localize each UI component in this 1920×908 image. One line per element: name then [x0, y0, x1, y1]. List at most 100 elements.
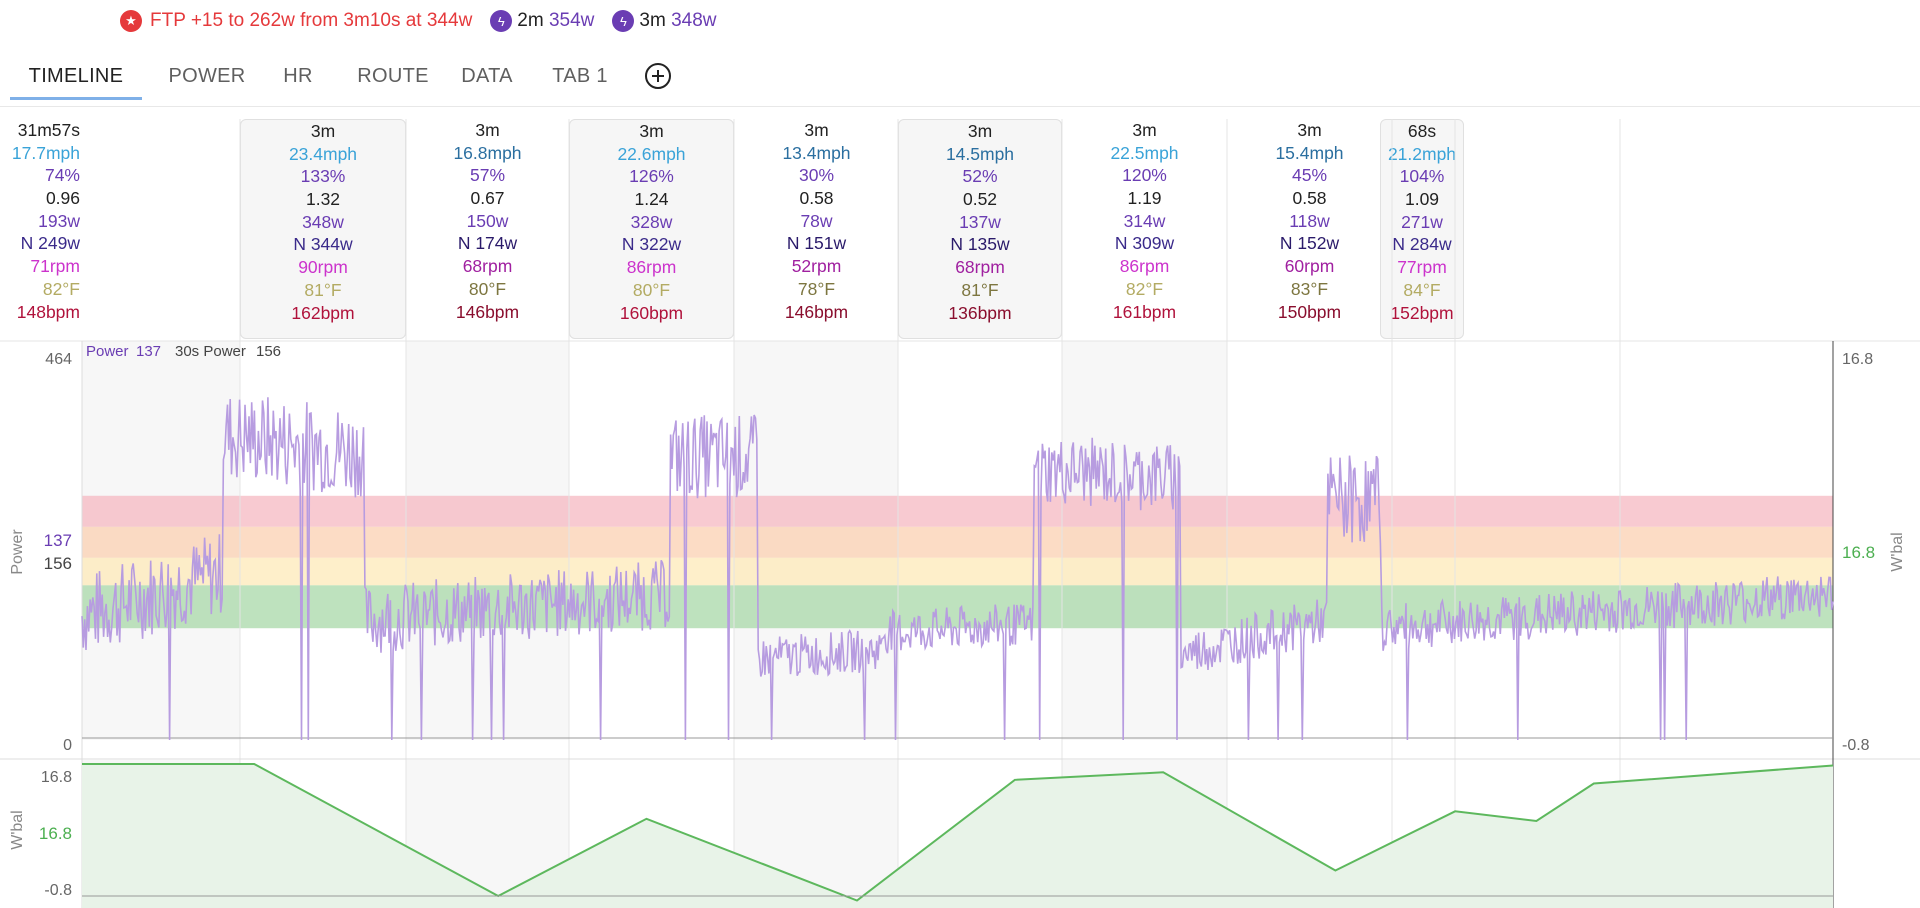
stat-if: 0.96	[45, 188, 80, 209]
tab-data[interactable]: DATA	[452, 52, 522, 100]
power-zone-band	[82, 495, 1833, 527]
stat-dur: 3m	[639, 121, 664, 141]
tab-hr[interactable]: HR	[266, 52, 330, 100]
stat-if: 0.58	[799, 188, 834, 209]
stat-pct: 120%	[1122, 165, 1167, 186]
wbal-line	[82, 763, 1834, 902]
tab-tab-1[interactable]: TAB 1	[530, 52, 630, 100]
stat-speed: 17.7mph	[11, 142, 80, 163]
power-best-badge-3m: ϟ 3m 348w	[612, 10, 717, 32]
stat-temp: 80°F	[468, 278, 507, 299]
interval-stats: 31m57s 17.7mph 74% 0.96 193w N 249w 71rpm 82°F 1…	[0, 119, 1920, 341]
stat-speed: 23.4mph	[288, 143, 358, 164]
legend-power-label: Power	[86, 343, 129, 360]
stat-avg: 118w	[1289, 210, 1330, 231]
interval-column[interactable]: 3m 15.4mph 45% 0.58 118w N 152w 60rpm 83°F 150bp…	[1227, 119, 1392, 339]
y-tick-bottom: 0	[63, 737, 72, 754]
tab-route[interactable]: ROUTE	[338, 52, 448, 100]
stat-dur: 3m	[1132, 120, 1157, 140]
y-right-tick-top: 16.8	[1842, 351, 1873, 368]
stat-pct: 52%	[962, 166, 998, 187]
stat-avg: 137w	[959, 211, 1001, 232]
star-icon: ★	[120, 10, 142, 32]
tab-power[interactable]: POWER	[152, 52, 262, 100]
add-tab-button[interactable]	[638, 52, 678, 100]
stat-np: N 344w	[293, 234, 353, 255]
stat-cad: 71rpm	[30, 256, 80, 277]
legend-power-value: 137	[136, 343, 161, 360]
interval-column[interactable]: 3m 16.8mph 57% 0.67 150w N 174w 68rpm 80°F 146bp…	[406, 119, 569, 339]
stat-cad: 86rpm	[626, 257, 677, 278]
stat-if: 1.19	[1127, 188, 1162, 209]
stat-pct: 45%	[1291, 165, 1328, 186]
legend-30s-value: 156	[256, 343, 281, 360]
y-marker-30s: 156	[44, 554, 72, 573]
power-zone-band	[82, 526, 1833, 558]
stat-hr: 150bpm	[1277, 301, 1342, 322]
stat-hr: 136bpm	[948, 302, 1012, 323]
interval-column[interactable]: 3m 22.5mph 120% 1.19 314w N 309w 86rpm 82°F 161b…	[1062, 119, 1227, 339]
stat-pct: 74%	[44, 165, 80, 186]
tab-label: TIMELINE	[28, 64, 124, 87]
stat-dur: 3m	[310, 121, 336, 141]
stat-speed: 22.5mph	[1110, 142, 1179, 163]
stat-if: 1.09	[1404, 189, 1440, 210]
stat-speed: 16.8mph	[453, 142, 522, 163]
interval-column[interactable]: 3m 22.6mph 126% 1.24 328w N 322w 86rpm 80°F 160b…	[569, 119, 734, 339]
stat-cad: 68rpm	[462, 256, 513, 277]
stat-avg: 314w	[1123, 210, 1166, 231]
pb-watts: 348w	[671, 10, 717, 31]
stat-speed: 22.6mph	[617, 143, 686, 164]
stat-np: N 309w	[1114, 233, 1175, 254]
y-axis-label-wbal-right: W'bal	[1889, 532, 1906, 572]
stat-hr: 160bpm	[619, 302, 684, 323]
y-axis-label-wbal: W'bal	[9, 810, 26, 850]
tab-timeline[interactable]: TIMELINE	[10, 52, 142, 100]
interval-column[interactable]: 68s 21.2mph 104% 1.09 271w N 284w 77rpm 84°F 152…	[1380, 119, 1464, 339]
stat-temp: 80°F	[632, 279, 671, 300]
stat-cad: 90rpm	[298, 257, 348, 278]
stat-temp: 82°F	[42, 278, 80, 299]
wbal-tick-top: 16.8	[41, 769, 72, 786]
stat-np: N 249w	[20, 233, 80, 254]
stat-pct: 30%	[798, 165, 835, 186]
power-series-line	[81, 397, 1834, 741]
stat-np: N 152w	[1279, 233, 1340, 254]
stat-if: 0.58	[1292, 188, 1327, 209]
interval-column[interactable]: 31m57s 17.7mph 74% 0.96 193w N 249w 71rpm 82°F 1…	[0, 119, 84, 339]
stat-temp: 81°F	[961, 279, 999, 300]
interval-column[interactable]: 3m 14.5mph 52% 0.52 137w N 135w 68rpm 81°F 136bp…	[898, 119, 1062, 339]
tab-label: HR	[283, 64, 313, 87]
stat-speed: 21.2mph	[1387, 143, 1457, 164]
stat-cad: 52rpm	[791, 256, 842, 277]
stat-hr: 146bpm	[455, 301, 520, 322]
stat-cad: 68rpm	[955, 257, 1005, 278]
interval-column[interactable]: 3m 13.4mph 30% 0.58 78w N 151w 52rpm 78°F 146bpm	[734, 119, 899, 339]
stat-speed: 14.5mph	[945, 143, 1015, 164]
stat-dur: 3m	[1297, 120, 1322, 140]
pb-watts: 354w	[548, 10, 595, 31]
stat-if: 0.67	[470, 188, 505, 209]
tab-label: POWER	[168, 64, 246, 87]
stat-avg: 193w	[38, 210, 80, 231]
y-axis-label-power: Power	[9, 529, 26, 575]
y-marker-power: 137	[44, 531, 72, 550]
achievement-banner: ★ FTP +15 to 262w from 3m10s at 344w ϟ 2…	[120, 6, 717, 36]
stat-cad: 60rpm	[1284, 256, 1335, 277]
stat-dur: 3m	[475, 120, 500, 140]
stat-hr: 162bpm	[291, 302, 355, 323]
lightning-icon: ϟ	[612, 10, 635, 32]
tab-label: TAB 1	[552, 64, 608, 87]
stat-avg: 150w	[466, 210, 509, 231]
tabs-divider	[0, 106, 1920, 107]
stat-hr: 161bpm	[1112, 301, 1177, 322]
stat-speed: 13.4mph	[782, 142, 851, 163]
stat-cad: 86rpm	[1119, 256, 1170, 277]
stat-temp: 78°F	[797, 278, 836, 299]
stat-temp: 83°F	[1290, 278, 1329, 299]
add-circle-icon	[645, 63, 671, 89]
stat-dur: 3m	[804, 120, 829, 140]
stat-temp: 81°F	[304, 279, 342, 300]
wbal-tick-bottom: -0.8	[44, 882, 72, 899]
